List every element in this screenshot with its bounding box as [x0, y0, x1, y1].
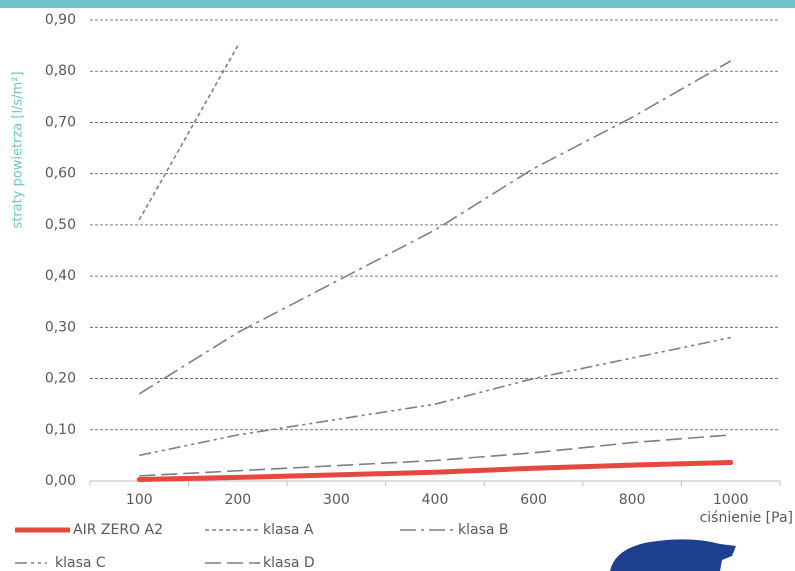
series-line [138, 45, 239, 221]
y-tick-label: 0,40 [45, 268, 76, 284]
y-tick-label: 0,70 [45, 114, 76, 130]
y-tick-label: 0,10 [45, 422, 76, 438]
top-bar [0, 0, 795, 8]
legend-label: AIR ZERO A2 [73, 522, 163, 538]
x-tick-label: 600 [520, 492, 547, 508]
x-tick-label: 200 [224, 492, 251, 508]
y-tick-label: 0,50 [45, 217, 76, 233]
legend-label: klasa B [458, 522, 509, 538]
x-axis-title: ciśnienie [Pa] [700, 510, 793, 526]
legend-label: klasa A [263, 522, 314, 538]
series-line [136, 460, 734, 482]
x-tick-label: 400 [422, 492, 449, 508]
series-line [139, 434, 731, 477]
y-axis-title: straty powietrza [l/s/m²] [11, 71, 26, 228]
legend-label: klasa D [263, 555, 315, 571]
series-line [138, 60, 732, 395]
series-line [139, 336, 731, 457]
y-tick-label: 0,00 [45, 473, 76, 489]
y-tick-label: 0,90 [45, 12, 76, 28]
x-tick-label: 800 [619, 492, 646, 508]
y-tick-label: 0,60 [45, 166, 76, 182]
logo-shape [610, 539, 736, 571]
x-tick-label: 300 [323, 492, 350, 508]
y-tick-label: 0,80 [45, 63, 76, 79]
x-tick-label: 1000 [713, 492, 749, 508]
y-tick-label: 0,20 [45, 371, 76, 387]
y-tick-label: 0,30 [45, 319, 76, 335]
x-tick-label: 100 [126, 492, 153, 508]
legend-label: klasa C [55, 555, 106, 571]
